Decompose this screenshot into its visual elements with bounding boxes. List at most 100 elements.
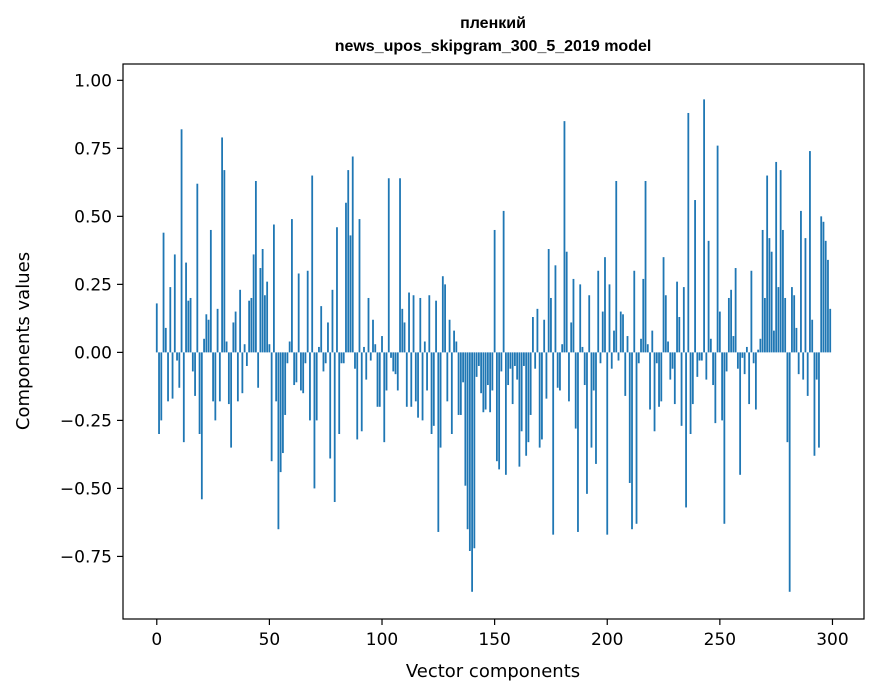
bar bbox=[214, 352, 217, 421]
bar bbox=[304, 352, 307, 364]
bar bbox=[194, 352, 196, 396]
bar bbox=[759, 338, 762, 353]
bar bbox=[419, 297, 422, 353]
bar bbox=[788, 352, 791, 592]
y-tick-label: −0.75 bbox=[60, 547, 112, 567]
bar bbox=[655, 352, 658, 364]
bar bbox=[608, 284, 611, 353]
bar bbox=[396, 352, 399, 391]
bar bbox=[725, 352, 728, 372]
bar bbox=[414, 352, 417, 402]
bar bbox=[689, 352, 692, 434]
bar bbox=[705, 352, 708, 380]
bar bbox=[707, 240, 710, 353]
bar bbox=[241, 352, 244, 394]
bar bbox=[619, 311, 622, 353]
bar bbox=[351, 156, 354, 353]
bar bbox=[457, 352, 460, 415]
bar bbox=[196, 183, 199, 353]
bar bbox=[277, 352, 280, 530]
bar bbox=[340, 352, 343, 364]
bar bbox=[450, 352, 453, 434]
bar bbox=[176, 352, 178, 361]
y-axis-label: Components values bbox=[13, 252, 34, 430]
bar bbox=[230, 352, 233, 448]
bar bbox=[595, 352, 597, 464]
bar bbox=[568, 352, 570, 402]
bar bbox=[417, 352, 419, 418]
bar bbox=[252, 254, 255, 353]
bar bbox=[520, 352, 523, 432]
bar bbox=[369, 352, 372, 361]
bar bbox=[818, 352, 820, 448]
bar bbox=[637, 352, 640, 364]
bar bbox=[743, 352, 746, 375]
bar bbox=[444, 284, 446, 353]
bar bbox=[709, 338, 712, 353]
bar bbox=[273, 224, 275, 353]
bar bbox=[459, 352, 462, 415]
x-tick-label: 300 bbox=[816, 630, 848, 650]
bar bbox=[178, 352, 181, 388]
bar bbox=[538, 352, 541, 448]
bar bbox=[811, 319, 814, 353]
bar bbox=[354, 352, 356, 369]
bar bbox=[428, 295, 431, 353]
bar bbox=[635, 352, 638, 524]
bar bbox=[227, 352, 230, 405]
bar bbox=[367, 297, 370, 353]
bar bbox=[405, 352, 408, 407]
bar bbox=[696, 352, 699, 377]
bar bbox=[423, 341, 426, 353]
bar bbox=[802, 352, 805, 380]
bar bbox=[155, 303, 158, 353]
bar bbox=[225, 341, 228, 353]
bar bbox=[322, 352, 325, 372]
bar bbox=[615, 180, 618, 353]
x-tick-label: 200 bbox=[591, 630, 623, 650]
bar bbox=[180, 129, 183, 353]
bar bbox=[797, 352, 800, 375]
bar bbox=[182, 352, 185, 443]
bar bbox=[642, 278, 645, 353]
bar bbox=[243, 344, 246, 353]
bar bbox=[565, 251, 568, 353]
x-tick-label: 50 bbox=[259, 630, 281, 650]
bar bbox=[800, 210, 802, 353]
bar bbox=[827, 259, 829, 353]
bar bbox=[588, 295, 591, 353]
bar bbox=[574, 352, 577, 429]
bar bbox=[338, 352, 341, 434]
bar bbox=[347, 170, 350, 353]
bar bbox=[820, 216, 823, 353]
bar bbox=[349, 235, 352, 353]
bar bbox=[363, 346, 365, 353]
bar bbox=[480, 352, 483, 394]
bar bbox=[495, 352, 498, 462]
bar bbox=[275, 352, 278, 402]
bar bbox=[504, 352, 507, 475]
bar bbox=[259, 268, 262, 353]
bar bbox=[631, 352, 633, 530]
bar bbox=[288, 341, 291, 353]
bar bbox=[439, 352, 442, 448]
y-tick-label: 1.00 bbox=[74, 71, 112, 91]
bar bbox=[525, 352, 528, 456]
bar bbox=[678, 317, 681, 353]
bar bbox=[311, 175, 314, 353]
bar bbox=[680, 352, 683, 426]
bar bbox=[732, 336, 735, 353]
bar bbox=[673, 352, 676, 405]
bar bbox=[658, 352, 660, 407]
bar bbox=[282, 352, 284, 454]
bar bbox=[302, 352, 305, 394]
bar bbox=[516, 352, 519, 380]
bar bbox=[581, 346, 584, 353]
bar bbox=[345, 202, 347, 353]
bar bbox=[162, 232, 165, 353]
bar bbox=[342, 352, 345, 364]
bar bbox=[559, 352, 561, 391]
bar bbox=[360, 352, 363, 432]
